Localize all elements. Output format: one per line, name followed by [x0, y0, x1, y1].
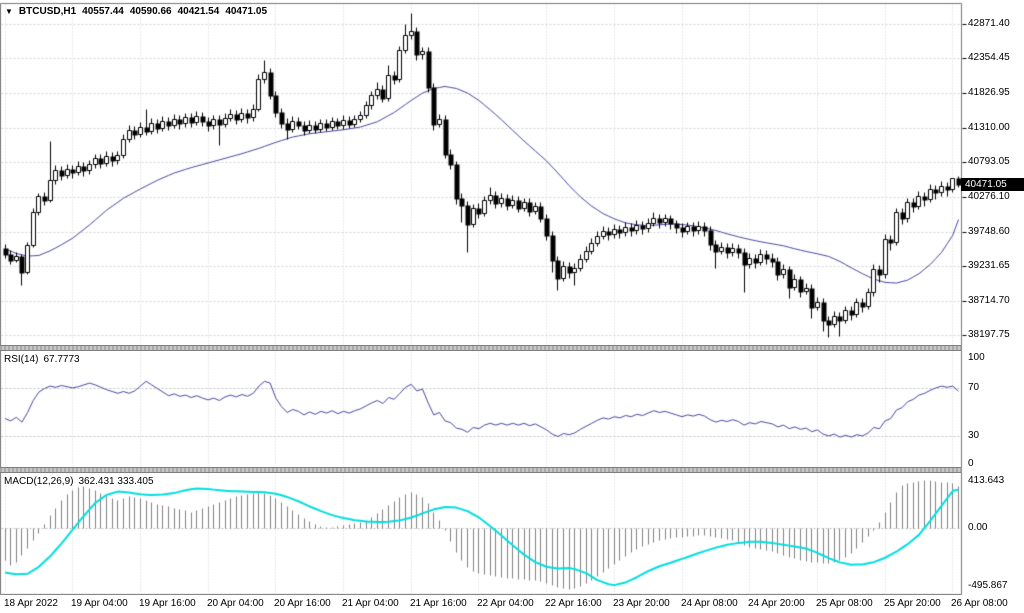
time-axis-label: 26 Apr 08:00: [951, 598, 1008, 609]
time-axis-label: 18 Apr 2022: [4, 598, 58, 609]
time-axis-label: 19 Apr 04:00: [71, 598, 128, 609]
price-axis-label: 38714.70: [968, 295, 1010, 306]
price-axis-label: 39748.60: [968, 226, 1010, 237]
rsi-indicator-label: RSI(14): [4, 354, 39, 365]
chart-header: ▼ BTCUSD,H1 40557.44 40590.66 40421.54 4…: [5, 6, 267, 17]
macd-indicator-label: MACD(12,26,9): [4, 476, 74, 487]
macd-level-label: 0.00: [968, 522, 988, 533]
close-value: 40471.05: [225, 6, 268, 17]
macd-header: MACD(12,26,9) 362.431 333.405: [4, 476, 154, 487]
time-axis-label: 22 Apr 04:00: [477, 598, 534, 609]
symbol-label: BTCUSD,H1: [18, 6, 77, 17]
time-axis-label: 25 Apr 20:00: [884, 598, 941, 609]
symbol-dropdown-icon[interactable]: ▼: [5, 6, 13, 16]
rsi-level-label: 30: [968, 430, 980, 441]
price-axis-label: 38197.75: [968, 329, 1010, 340]
time-axis-label: 25 Apr 08:00: [816, 598, 873, 609]
rsi-level-label: 0: [968, 458, 974, 469]
rsi-level-label: 100: [968, 352, 985, 363]
time-axis-label: 24 Apr 08:00: [681, 598, 738, 609]
time-axis-label: 21 Apr 16:00: [410, 598, 467, 609]
price-axis-label: 40793.05: [968, 156, 1010, 167]
time-axis-label: 23 Apr 20:00: [613, 598, 670, 609]
price-axis-label: 40276.10: [968, 191, 1010, 202]
rsi-level-label: 70: [968, 382, 980, 393]
panel-splitter-rsi[interactable]: [0, 345, 961, 351]
rsi-header: RSI(14) 67.7773: [4, 354, 80, 365]
time-axis-label: 21 Apr 04:00: [342, 598, 399, 609]
time-axis-label: 20 Apr 04:00: [207, 598, 264, 609]
price-axis-label: 42354.45: [968, 52, 1010, 63]
panel-splitter-macd[interactable]: [0, 467, 961, 473]
rsi-value: 67.7773: [43, 354, 80, 365]
macd-values: 362.431 333.405: [78, 476, 154, 487]
time-axis-label: 20 Apr 16:00: [274, 598, 331, 609]
current-price-badge: 40471.05: [961, 178, 1024, 191]
time-axis-label: 19 Apr 16:00: [139, 598, 196, 609]
time-axis[interactable]: 18 Apr 2022 19 Apr 04:00 19 Apr 16:00 20 Ap…: [0, 595, 1024, 613]
price-axis-label: 41826.95: [968, 87, 1010, 98]
price-axis-label: 39231.65: [968, 260, 1010, 271]
high-value: 40590.66: [129, 6, 172, 17]
macd-level-label: 413.643: [968, 475, 1005, 486]
price-axis-label: 42871.40: [968, 18, 1010, 29]
low-value: 40421.54: [177, 6, 220, 17]
macd-level-label: -495.867: [968, 580, 1008, 591]
open-value: 40557.44: [82, 6, 124, 17]
time-axis-label: 24 Apr 20:00: [748, 598, 805, 609]
time-axis-label: 22 Apr 16:00: [545, 598, 602, 609]
price-axis-label: 41310.00: [968, 122, 1010, 133]
